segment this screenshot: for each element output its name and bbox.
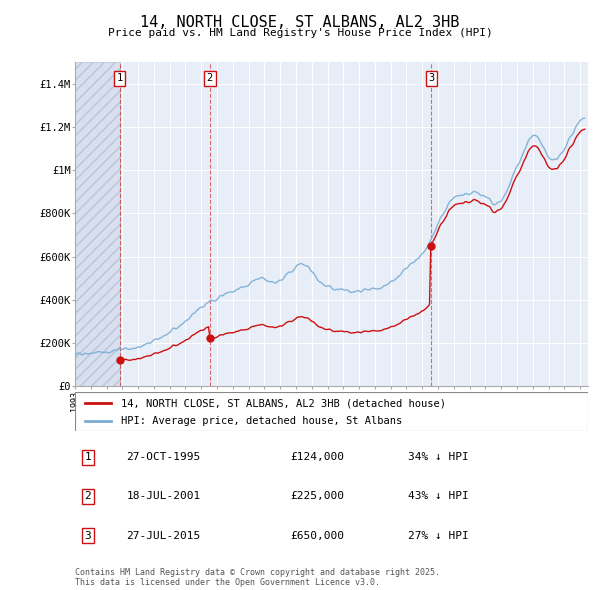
Text: 43% ↓ HPI: 43% ↓ HPI [409,491,469,502]
Text: Contains HM Land Registry data © Crown copyright and database right 2025.
This d: Contains HM Land Registry data © Crown c… [75,568,440,587]
Text: 34% ↓ HPI: 34% ↓ HPI [409,453,469,463]
Text: 27% ↓ HPI: 27% ↓ HPI [409,530,469,540]
Text: 27-JUL-2015: 27-JUL-2015 [127,530,200,540]
Text: HPI: Average price, detached house, St Albans: HPI: Average price, detached house, St A… [121,416,403,426]
Bar [75,62,119,386]
Text: 14, NORTH CLOSE, ST ALBANS, AL2 3HB (detached house): 14, NORTH CLOSE, ST ALBANS, AL2 3HB (det… [121,398,446,408]
Text: 2: 2 [206,73,213,83]
Text: 14, NORTH CLOSE, ST ALBANS, AL2 3HB: 14, NORTH CLOSE, ST ALBANS, AL2 3HB [140,15,460,30]
Text: 3: 3 [428,73,434,83]
Text: £225,000: £225,000 [290,491,344,502]
Text: 2: 2 [85,491,91,502]
Text: 1: 1 [116,73,122,83]
Text: 3: 3 [85,530,91,540]
Text: 1: 1 [85,453,91,463]
Text: Price paid vs. HM Land Registry's House Price Index (HPI): Price paid vs. HM Land Registry's House … [107,28,493,38]
Text: £650,000: £650,000 [290,530,344,540]
Text: 18-JUL-2001: 18-JUL-2001 [127,491,200,502]
Text: 27-OCT-1995: 27-OCT-1995 [127,453,200,463]
Text: £124,000: £124,000 [290,453,344,463]
